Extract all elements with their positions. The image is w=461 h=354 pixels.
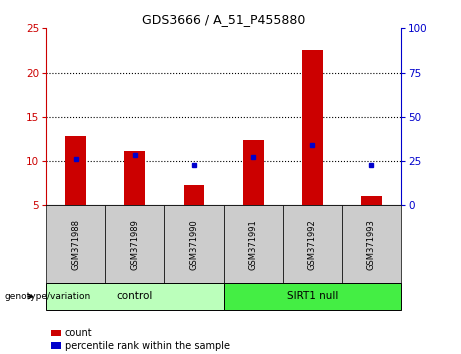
Text: genotype/variation: genotype/variation <box>5 292 91 301</box>
Text: SIRT1 null: SIRT1 null <box>287 291 338 302</box>
Bar <box>46 283 224 310</box>
Text: GSM371992: GSM371992 <box>308 219 317 270</box>
Text: GSM371988: GSM371988 <box>71 219 80 270</box>
Text: GSM371993: GSM371993 <box>367 219 376 270</box>
Text: count: count <box>65 328 92 338</box>
Bar <box>46 205 105 283</box>
Text: control: control <box>117 291 153 302</box>
Bar <box>65 136 86 205</box>
Bar <box>224 283 401 310</box>
Text: percentile rank within the sample: percentile rank within the sample <box>65 341 230 350</box>
Bar <box>283 205 342 283</box>
Bar <box>124 152 145 205</box>
Bar <box>165 205 224 283</box>
Text: GSM371990: GSM371990 <box>189 219 199 270</box>
Bar <box>224 205 283 283</box>
Text: GSM371989: GSM371989 <box>130 219 139 270</box>
Bar <box>361 196 382 205</box>
Bar <box>105 205 165 283</box>
Bar <box>183 185 204 205</box>
Bar <box>243 140 264 205</box>
Bar <box>302 51 323 205</box>
Bar <box>342 205 401 283</box>
Title: GDS3666 / A_51_P455880: GDS3666 / A_51_P455880 <box>142 13 305 26</box>
Text: GSM371991: GSM371991 <box>248 219 258 270</box>
